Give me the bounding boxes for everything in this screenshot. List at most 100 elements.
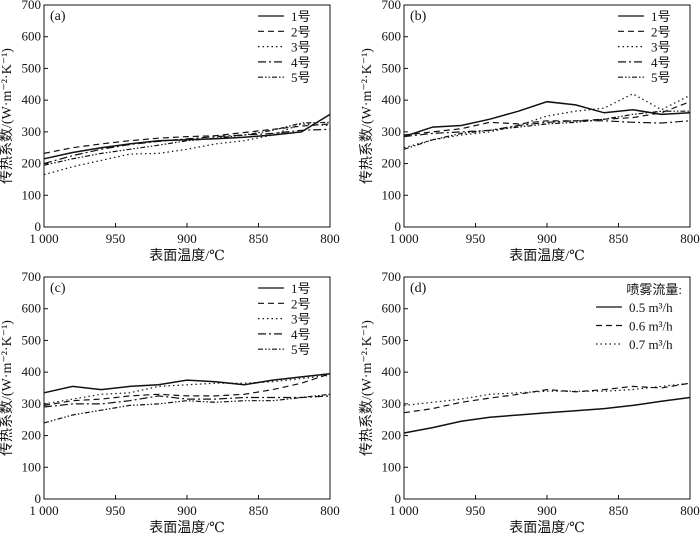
x-tick-label: 800 [680,503,700,518]
series-line-3 [403,93,691,149]
x-tick-label: 900 [537,231,557,246]
y-tick-label: 100 [382,187,402,202]
y-axis-label: 传热系数/(W·m⁻²·K⁻¹) [0,320,15,456]
x-axis-label: 表面温度/℃ [149,520,225,535]
legend-label: 5号 [291,70,311,85]
x-tick-label: 1 000 [389,503,418,518]
series-line-1 [43,372,331,394]
x-axis-label: 表面温度/℃ [149,248,225,264]
y-tick-label: 300 [22,396,42,411]
series-line-5 [43,121,331,166]
y-tick-label: 700 [382,269,402,284]
y-tick-label: 700 [22,0,42,12]
legend-label: 3号 [291,40,311,55]
y-tick-label: 200 [22,156,42,171]
legend-title: 喷雾流量: [626,282,682,297]
y-tick-label: 500 [22,332,42,347]
legend-label: 1号 [651,9,671,24]
y-tick-label: 400 [382,92,402,107]
y-tick-label: 200 [382,156,402,171]
x-tick-label: 1 000 [29,231,58,246]
series-line-1 [403,100,691,138]
y-tick-label: 300 [382,124,402,139]
chart-panel-b: 0 100 200 300 400 500 600 700 1 000 950 900 850 800 表… [359,0,700,264]
series-line-3 [403,382,691,406]
x-tick-label: 800 [320,503,340,518]
y-tick-label: 600 [22,301,42,316]
series-line-1 [403,396,691,434]
y-axis-label: 传热系数/(W·m⁻²·K⁻¹) [359,48,375,184]
series-line-5 [403,110,690,150]
y-tick-label: 100 [22,459,42,474]
panel-label: (a) [50,9,66,24]
y-tick-label: 600 [22,29,42,44]
legend-label: 4号 [291,327,311,342]
panel-label: (d) [410,281,427,296]
y-tick-label: 0 [35,491,42,506]
chart-panel-c: 0 100 200 300 400 500 600 700 1 000 950 900 850 800 表… [0,269,340,535]
y-tick-label: 200 [22,428,42,443]
y-tick-label: 200 [382,428,402,443]
y-tick-label: 100 [382,459,402,474]
series-line-4 [43,128,331,165]
x-tick-label: 900 [177,503,197,518]
x-tick-label: 1 000 [389,231,418,246]
y-tick-label: 700 [382,0,402,12]
legend-label: 2号 [291,296,311,311]
series-line-5 [43,393,331,424]
y-tick-label: 300 [22,124,42,139]
series-line-1 [43,113,331,160]
y-tick-label: 600 [382,29,402,44]
y-tick-label: 300 [382,396,402,411]
chart-panel-a: 0 100 200 300 400 500 600 700 1 000 950 900 850 800 表… [0,0,340,264]
y-tick-label: 0 [395,219,402,234]
series-line-4 [403,120,691,138]
legend-label: 0.5 m³/h [629,300,673,315]
series-line-2 [43,373,331,406]
x-axis-label: 表面温度/℃ [509,520,585,535]
legend-label: 0.6 m³/h [629,319,673,334]
legend-label: 4号 [291,55,311,70]
y-tick-label: 500 [382,332,402,347]
x-tick-label: 950 [466,231,486,246]
x-tick-label: 950 [466,503,486,518]
y-tick-label: 500 [22,60,42,75]
x-tick-label: 850 [609,503,629,518]
panel-label: (c) [50,281,66,296]
series-line-2 [403,382,691,414]
y-tick-label: 400 [382,364,402,379]
series-line-2 [403,101,691,136]
legend-label: 1号 [291,281,311,296]
plot-frame [403,4,691,228]
chart-panel-d: 0 100 200 300 400 500 600 700 1 000 950 900 850 800 表… [359,269,700,535]
legend-label: 5号 [651,70,671,85]
x-tick-label: 850 [609,231,629,246]
legend-label: 3号 [291,312,311,327]
legend-label: 1号 [291,9,311,24]
y-tick-label: 700 [22,269,42,284]
x-tick-label: 900 [177,231,197,246]
y-axis-label: 传热系数/(W·m⁻²·K⁻¹) [359,320,375,456]
y-tick-label: 600 [382,301,402,316]
y-tick-label: 400 [22,364,42,379]
series-line-3 [43,123,331,176]
legend-label: 0.7 m³/h [629,337,673,352]
y-tick-label: 0 [395,491,402,506]
series-line-4 [43,395,331,408]
legend-label: 3号 [651,40,671,55]
y-tick-label: 0 [35,219,42,234]
y-tick-label: 500 [382,60,402,75]
x-axis-label: 表面温度/℃ [509,248,585,264]
legend-label: 5号 [291,342,311,357]
x-tick-label: 850 [249,503,269,518]
plot-frame [43,4,331,228]
x-tick-label: 900 [537,503,557,518]
x-tick-label: 950 [106,503,126,518]
panel-label: (b) [410,9,427,24]
y-axis-label: 传热系数/(W·m⁻²·K⁻¹) [0,48,15,184]
x-tick-label: 950 [106,231,126,246]
y-tick-label: 100 [22,187,42,202]
x-tick-label: 850 [249,231,269,246]
series-line-3 [43,374,331,405]
